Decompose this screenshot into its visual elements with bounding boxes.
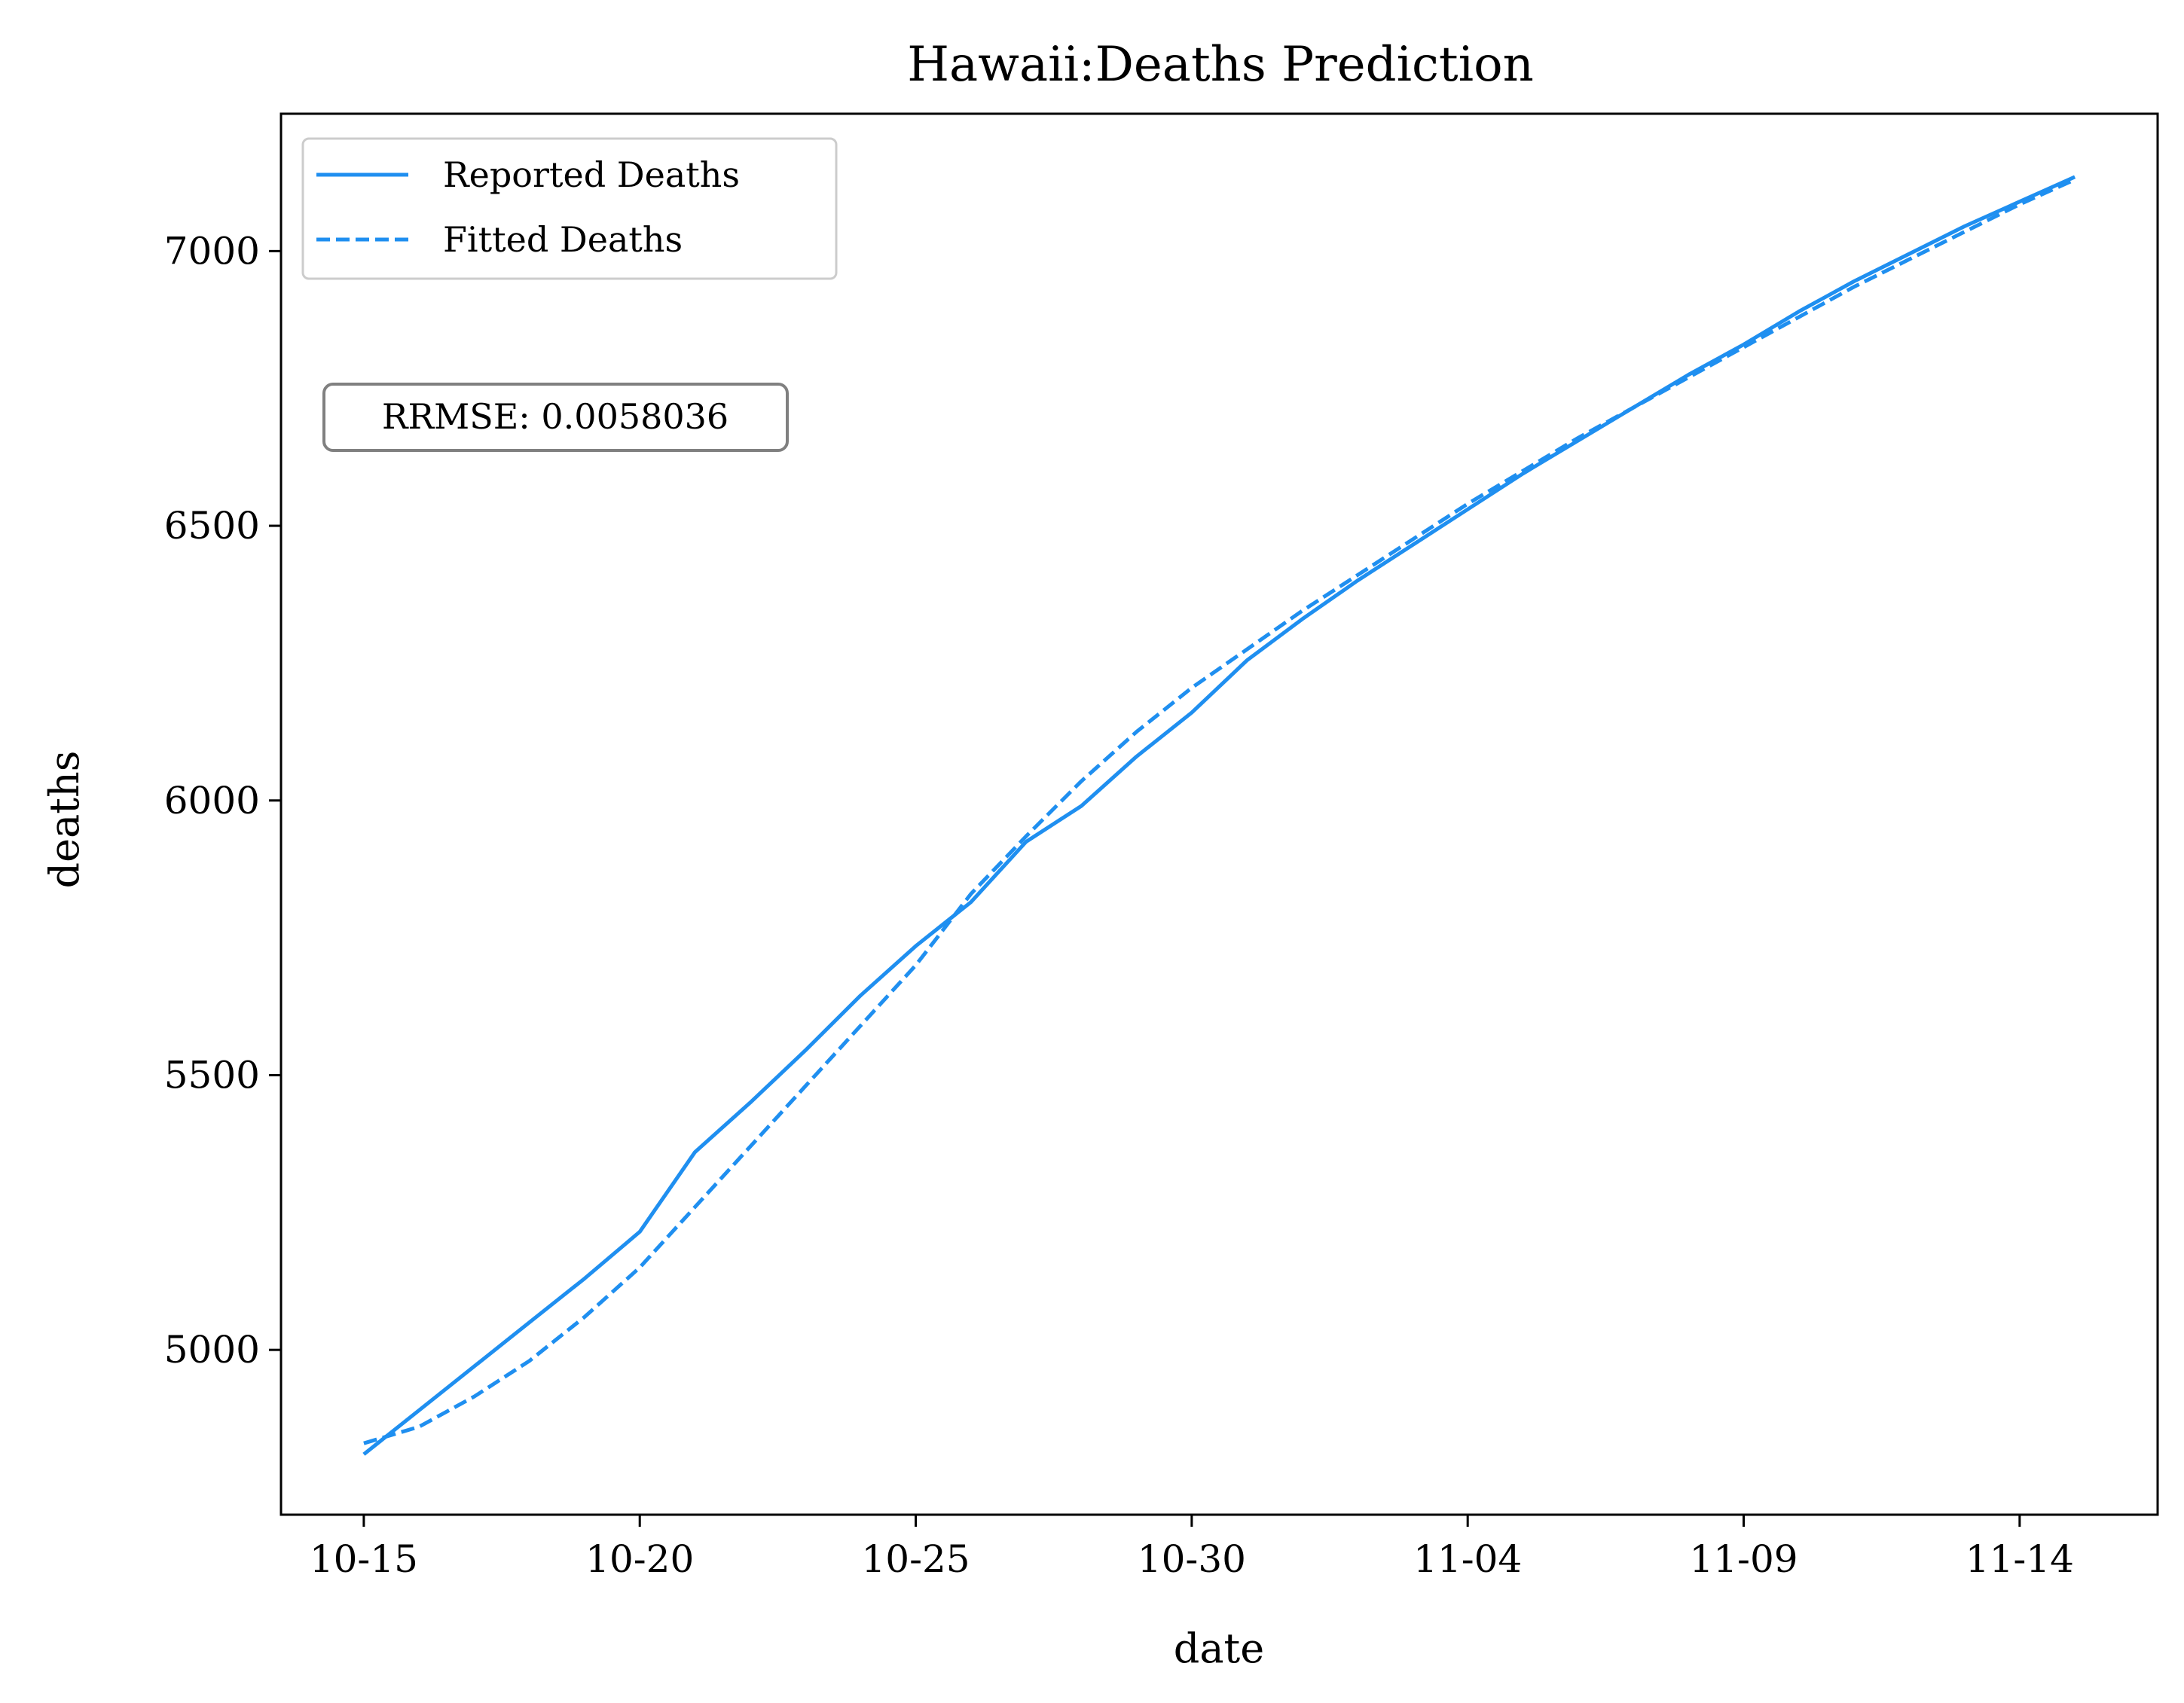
x-tick-label-10-20: 10-20: [585, 1537, 694, 1581]
series-line-fitted-deaths: [363, 178, 2076, 1445]
plot-area: 10-15 10-20 10-25 10-30 11-04 11-09 11-14 5000…: [164, 112, 2159, 1581]
x-axis-label: date: [1174, 1625, 1264, 1672]
x-tick-label-11-14: 11-14: [1966, 1537, 2074, 1581]
legend-label-fitted-deaths: Fitted Deaths: [443, 219, 683, 260]
y-axis-label: deaths: [41, 751, 88, 889]
x-axis: 10-15 10-20 10-25 10-30 11-04 11-09 11-14: [310, 1515, 2074, 1581]
chart-title: Hawaii:Deaths Prediction: [907, 37, 1534, 93]
x-tick-label-10-30: 10-30: [1138, 1537, 1246, 1581]
legend-frame: [301, 137, 838, 280]
y-tick-label-6000: 6000: [164, 779, 260, 823]
y-tick-label-5000: 5000: [164, 1328, 260, 1372]
x-tick-label-11-04: 11-04: [1413, 1537, 1522, 1581]
y-tick-label-6500: 6500: [164, 504, 260, 548]
series-layer: [362, 175, 2076, 1456]
legend-label-reported-deaths: Reported Deaths: [443, 154, 740, 195]
axes-frame: [279, 112, 2159, 1516]
x-tick-label-11-09: 11-09: [1689, 1537, 1798, 1581]
x-tick-label-10-15: 10-15: [310, 1537, 418, 1581]
y-tick-label-7000: 7000: [164, 229, 260, 273]
annotation-box: [322, 383, 789, 452]
series-line-reported-deaths: [362, 175, 2076, 1456]
annotation-text: RRMSE: 0.0058036: [382, 396, 729, 437]
legend: Reported Deaths Fitted Deaths: [301, 137, 838, 280]
y-tick-label-5500: 5500: [164, 1053, 260, 1097]
y-axis: 5000 5500 6000 6500 7000: [164, 229, 281, 1372]
x-tick-label-10-25: 10-25: [861, 1537, 970, 1581]
rrmse-annotation: RRMSE: 0.0058036: [322, 383, 789, 452]
